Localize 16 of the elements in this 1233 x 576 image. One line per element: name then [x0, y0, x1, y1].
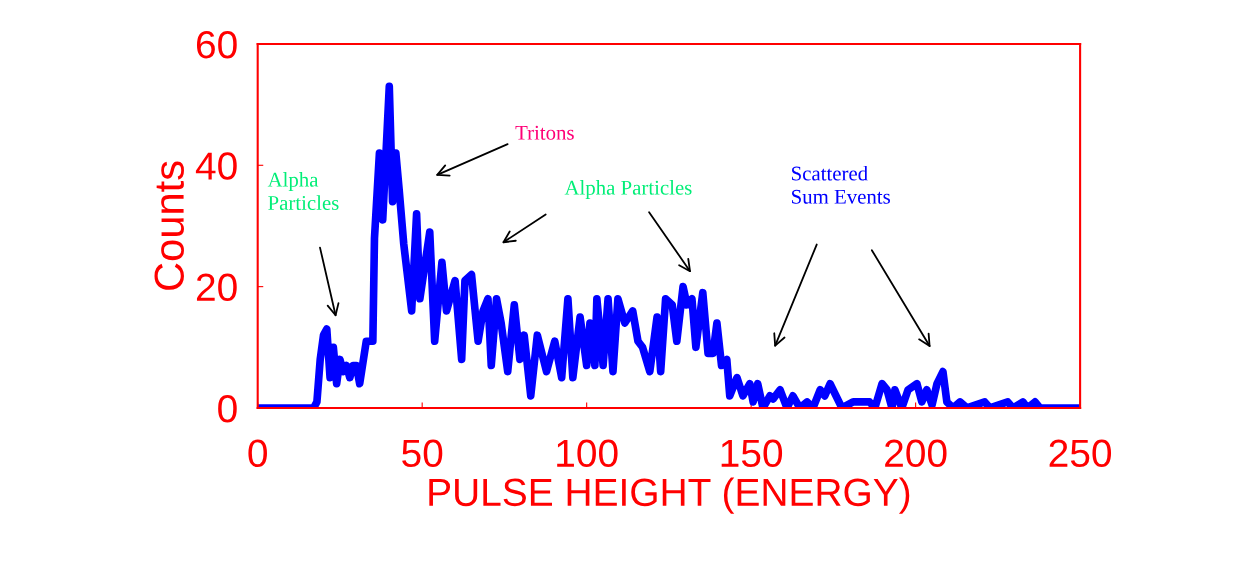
annotation: Alpha Particles — [267, 172, 339, 210]
annotation: Tritons — [515, 125, 574, 140]
annotation: Scattered Sum Events — [792, 165, 890, 204]
x-tick-label: 50 — [402, 439, 443, 468]
y-tick-label: 0 — [218, 394, 237, 423]
y-tick-label: 20 — [196, 273, 237, 302]
x-axis-title: PULSE HEIGHT (ENERGY) — [429, 477, 910, 514]
annotation: Alpha Particles — [564, 180, 692, 199]
x-tick-label: 150 — [721, 439, 783, 468]
y-axis-title: Counts — [154, 161, 184, 290]
x-tick-label: 0 — [248, 439, 267, 468]
y-tick-label: 60 — [196, 30, 237, 59]
x-tick-label: 250 — [1049, 439, 1112, 468]
x-tick-label: 100 — [557, 439, 618, 468]
x-tick-label: 200 — [885, 439, 947, 468]
y-tick-label: 40 — [195, 152, 237, 180]
